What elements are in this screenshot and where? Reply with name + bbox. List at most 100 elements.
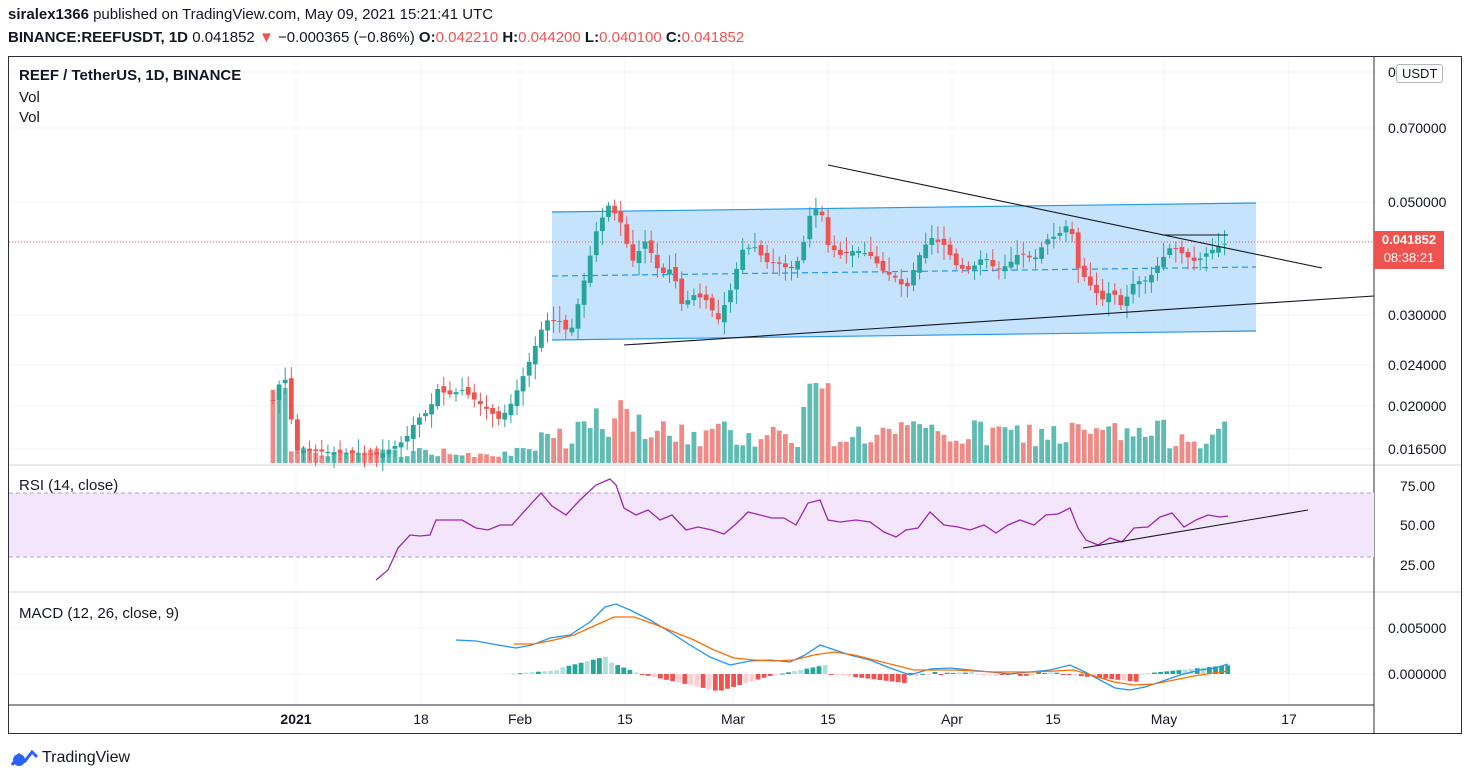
candle-body [1002,266,1008,272]
macd-histogram-bar [731,674,736,687]
volume-bar [795,446,800,463]
channel-lower-line[interactable] [551,330,1257,341]
candle-body [362,453,367,455]
volume-bar [447,454,453,463]
descending-trendline[interactable] [827,164,1323,269]
volume-bar [679,424,685,463]
chart-frame[interactable] [8,56,1462,734]
macd-legend[interactable]: MACD (12, 26, close, 9) [19,605,180,622]
volume-bar [282,388,288,463]
author-name[interactable]: siralex1366 [8,6,89,23]
macd-histogram-bar [1158,671,1163,674]
volume-bar [892,433,898,463]
candle-body [539,329,544,348]
candle-body [600,217,605,232]
macd-histogram-bar [1085,674,1090,677]
volume-bar [1155,420,1160,463]
volume-bar [563,448,569,463]
high-label: H: [502,29,519,46]
volume-bar [935,431,941,463]
ascending-trendline[interactable] [623,295,1375,346]
rsi-legend[interactable]: RSI (14, close) [19,477,119,494]
rsi-tick: 75.00 [1400,478,1435,494]
channel-mid-line[interactable] [551,266,1257,277]
macd-histogram-bar [572,664,578,674]
volume-bar [862,443,868,463]
candle-body [356,453,361,455]
volume-legend[interactable]: Vol [19,89,40,106]
candle-body [1008,261,1014,268]
macd-histogram-bar [993,674,999,676]
volume-bar [972,420,977,463]
volume-bar [1179,434,1185,463]
low-label: L: [584,29,600,46]
channel-upper-line[interactable] [551,202,1257,213]
volume-bar [1203,443,1209,463]
tradingview-logo[interactable]: TradingView [10,749,130,767]
candle-body [1081,265,1087,277]
candle-body [746,247,752,249]
candle-body [972,265,977,270]
rsi-trendline[interactable] [1082,509,1309,549]
macd-histogram-bar [688,674,694,686]
candle-body [795,260,800,270]
candle-body [661,267,666,274]
volume-bar [1094,428,1099,463]
candle-body [691,295,697,301]
candle-body [575,304,581,329]
volume-bar [703,430,709,463]
last-price: 0.041852 [192,29,255,46]
macd-histogram-bar [627,669,633,674]
volume-bar [526,449,532,463]
macd-histogram-bar [914,674,919,676]
rsi-line [375,478,1229,581]
macd-histogram-bar [767,674,773,676]
macd-histogram-bar [963,672,968,674]
macd-histogram-bar [511,673,517,675]
volume-legend[interactable]: Vol [19,109,40,126]
volume-bar [947,441,953,463]
volume-bar [1191,441,1197,463]
candle-body [1075,232,1081,269]
grid-lines [9,57,1374,705]
price-tick: 0.020000 [1388,398,1447,414]
macd-histogram-bar [969,672,974,674]
volume-bar [667,435,672,463]
volume-bar [752,446,758,463]
volume-bar [496,456,502,463]
macd-histogram-bar [664,674,669,680]
candle-body [856,250,861,254]
volume-bar [685,444,691,463]
volume-bar [612,418,617,463]
volume-bar [1088,433,1093,463]
price-change: −0.000365 (−0.86%) [277,29,415,46]
candle-body [1216,246,1221,253]
candle-body [374,452,380,455]
candle-body [435,388,441,407]
candle-body [770,262,776,264]
candle-body [319,449,325,452]
macd-histogram-bar [645,674,651,676]
candle-body [447,390,453,395]
volume-bar [1124,428,1130,463]
volume-bar [600,429,605,463]
currency-button[interactable]: USDT [1396,64,1444,83]
candle-body [1039,247,1044,259]
main-legend[interactable]: REEF / TetherUS, 1D, BINANCE [19,67,242,84]
macd-histogram-bar [810,667,816,674]
volume-bar [532,450,538,463]
volume-bar [1063,442,1069,463]
macd-histogram-bar [597,658,602,674]
macd-histogram-bar [1176,670,1182,674]
rsi-tick: 25.00 [1400,557,1435,573]
volume-bar [465,452,471,463]
candle-body [959,264,965,269]
volume-bar [569,443,575,463]
price-tick-top: 0 [1388,64,1396,80]
volume-bar [844,441,849,463]
volume-bar [911,421,916,463]
candle-body [557,320,563,322]
volume-bar [880,427,886,463]
candle-body [813,209,819,216]
